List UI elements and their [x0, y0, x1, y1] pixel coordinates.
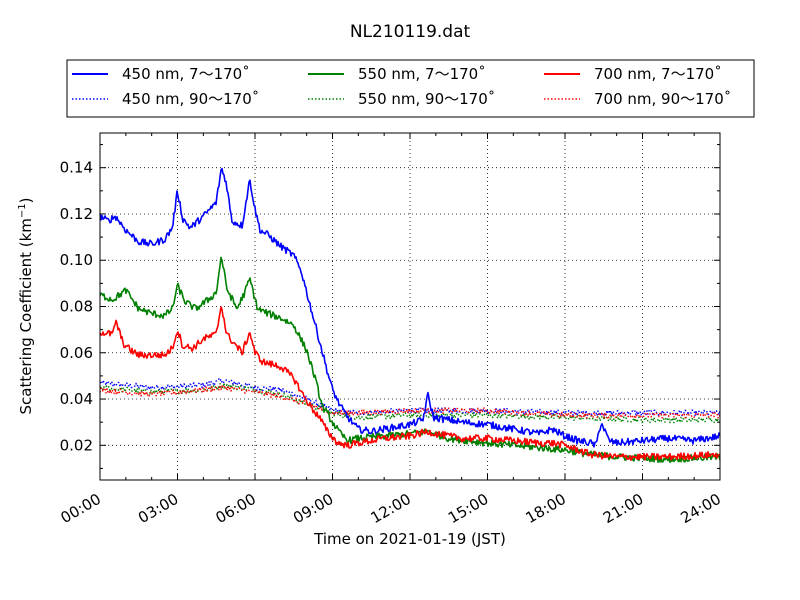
x-tick-label: 24:00	[678, 490, 724, 527]
legend-label: 700 nm, 7～170˚	[594, 65, 722, 83]
legend-label: 550 nm, 90～170˚	[358, 90, 495, 108]
series-layer	[99, 167, 721, 464]
legend-label: 550 nm, 7～170˚	[358, 65, 486, 83]
y-tick-label: 0.14	[60, 159, 93, 177]
legend: 450 nm, 7～170˚ 450 nm, 90～170˚ 550 nm, 7～1…	[66, 59, 755, 118]
x-tick-label: 06:00	[213, 490, 259, 527]
y-tick-label: 0.04	[60, 390, 93, 408]
series-line	[99, 306, 721, 462]
chart-title: NL210119.dat	[350, 22, 471, 42]
y-axis-label-main: Scattering Coefficient (km	[17, 218, 35, 414]
y-axis-label-sup: −1	[17, 203, 28, 218]
legend-label: 700 nm, 90～170˚	[594, 90, 731, 108]
y-tick-label: 0.10	[60, 251, 93, 269]
ticks	[99, 133, 721, 480]
legend-label: 450 nm, 7～170˚	[122, 65, 250, 83]
y-tick-label: 0.08	[60, 298, 93, 316]
x-tick-label: 12:00	[368, 490, 414, 527]
x-axis-label: Time on 2021-01-19 (JST)	[313, 530, 506, 548]
series-line	[99, 167, 721, 448]
plot-area: 00:00 03:00 06:00 09:00 12:00 15:00 18:00 21:00…	[58, 132, 724, 527]
y-axis-label: Scattering Coefficient (km−1)	[17, 197, 35, 414]
y-tick-label: 0.12	[60, 205, 93, 223]
x-tick-label: 21:00	[600, 490, 646, 527]
y-axis-label-end: )	[17, 197, 35, 203]
series-line	[99, 378, 721, 417]
legend-label: 450 nm, 90～170˚	[122, 90, 259, 108]
x-tick-label: 18:00	[523, 490, 569, 527]
x-tick-label: 00:00	[58, 490, 104, 527]
legend-items: 450 nm, 7～170˚ 450 nm, 90～170˚ 550 nm, 7～1…	[72, 65, 731, 108]
y-tick-label: 0.06	[60, 344, 93, 362]
x-tick-label: 09:00	[290, 490, 336, 527]
legend-box	[66, 59, 755, 118]
x-tick-label: 15:00	[445, 490, 491, 527]
y-tick-label: 0.02	[60, 436, 93, 454]
x-tick-label: 03:00	[135, 490, 181, 527]
